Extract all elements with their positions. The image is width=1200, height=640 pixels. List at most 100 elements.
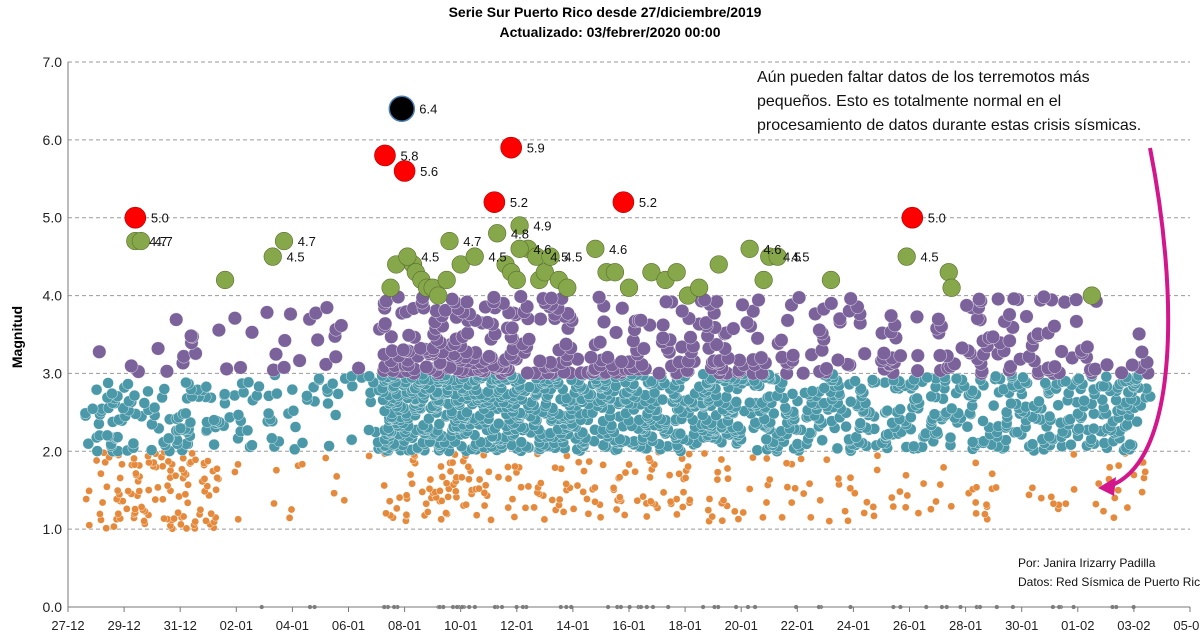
quake-point bbox=[218, 388, 231, 400]
quake-point bbox=[1043, 430, 1055, 443]
magnitude-label: 4.7 bbox=[155, 234, 173, 249]
labeled-quake-point bbox=[768, 247, 787, 266]
quake-point bbox=[438, 473, 447, 481]
quake-point bbox=[537, 479, 545, 487]
quake-point bbox=[1033, 395, 1045, 408]
x-tick-label: 04-01 bbox=[276, 618, 309, 633]
quake-point bbox=[203, 457, 212, 465]
magnitude-label: 4.5 bbox=[564, 250, 582, 265]
quake-point bbox=[719, 496, 728, 505]
quake-point bbox=[863, 498, 871, 507]
quake-point bbox=[480, 315, 495, 330]
quake-point bbox=[596, 513, 605, 522]
quake-point bbox=[382, 509, 390, 518]
quake-point bbox=[765, 475, 774, 484]
quake-point bbox=[988, 399, 1000, 412]
x-tick-label: 03-02 bbox=[1117, 618, 1150, 633]
quake-point bbox=[1069, 314, 1084, 329]
labeled-quake-point bbox=[440, 231, 459, 251]
quake-point bbox=[351, 361, 366, 376]
quake-point bbox=[884, 308, 899, 323]
quake-point bbox=[494, 473, 503, 481]
quake-point bbox=[242, 376, 255, 388]
large-quake-point bbox=[1082, 286, 1101, 305]
quake-point bbox=[232, 409, 245, 421]
x-tick-label: 10-01 bbox=[444, 618, 477, 633]
quake-point bbox=[1092, 500, 1100, 508]
quake-point bbox=[988, 469, 997, 478]
x-tick-label: 05-02 bbox=[1173, 618, 1200, 633]
large-quake-point bbox=[381, 278, 400, 297]
quake-point bbox=[423, 508, 432, 516]
quake-point bbox=[849, 375, 861, 387]
magnitude-label: 5.8 bbox=[400, 148, 418, 163]
quake-point bbox=[591, 483, 599, 492]
quake-point bbox=[524, 482, 533, 491]
quake-point bbox=[944, 431, 957, 444]
quake-point bbox=[482, 349, 497, 364]
quake-point bbox=[532, 354, 547, 369]
annotation-arrowhead bbox=[1098, 477, 1116, 496]
quake-point bbox=[740, 315, 755, 330]
quake-point bbox=[675, 469, 683, 478]
quake-point bbox=[86, 403, 99, 415]
quake-point bbox=[462, 500, 470, 509]
quake-point bbox=[1097, 380, 1110, 392]
quake-point bbox=[807, 513, 815, 522]
quake-point bbox=[717, 455, 726, 464]
magnitude-label: 4.6 bbox=[763, 242, 781, 257]
quake-point bbox=[322, 397, 334, 410]
quake-point bbox=[392, 504, 401, 513]
quake-point bbox=[318, 357, 333, 372]
quake-point bbox=[200, 381, 213, 393]
quake-point bbox=[396, 342, 411, 357]
quake-point bbox=[480, 489, 489, 497]
quake-point bbox=[321, 454, 330, 462]
magnitude-label: 4.5 bbox=[550, 250, 568, 265]
y-tick-label: 6.0 bbox=[43, 132, 63, 148]
quake-point bbox=[118, 460, 126, 469]
x-tick-label: 24-01 bbox=[837, 618, 870, 633]
quake-point bbox=[674, 428, 686, 440]
quake-point bbox=[437, 462, 445, 471]
quake-point bbox=[465, 475, 473, 484]
quake-point bbox=[760, 433, 772, 445]
quake-point bbox=[1070, 450, 1078, 459]
large-quake-point bbox=[619, 278, 639, 297]
quake-point bbox=[655, 330, 670, 345]
quake-point bbox=[562, 480, 571, 488]
quake-point bbox=[555, 495, 564, 504]
quake-point bbox=[933, 348, 948, 363]
x-tick-label: 26-01 bbox=[893, 618, 926, 633]
quake-point bbox=[182, 524, 191, 533]
quake-point bbox=[277, 333, 292, 348]
quake-point bbox=[301, 390, 313, 402]
quake-point bbox=[401, 328, 416, 343]
quake-point bbox=[992, 483, 1000, 492]
quake-point bbox=[521, 503, 530, 512]
quake-point bbox=[1123, 503, 1132, 512]
quake-point bbox=[176, 349, 191, 364]
quake-point bbox=[946, 402, 958, 415]
labeled-quake-point bbox=[510, 239, 529, 258]
quake-point bbox=[597, 314, 612, 329]
quake-point bbox=[395, 493, 404, 502]
quake-point bbox=[480, 501, 489, 510]
quake-point bbox=[749, 453, 757, 462]
quake-point bbox=[616, 493, 624, 502]
quake-point bbox=[573, 481, 582, 490]
y-tick-label: 2.0 bbox=[43, 443, 63, 459]
quake-point bbox=[633, 496, 642, 505]
quake-point bbox=[1078, 395, 1090, 407]
quake-point bbox=[425, 484, 434, 493]
quake-point bbox=[931, 312, 946, 327]
annotation-arrow bbox=[1109, 147, 1171, 488]
x-tick-label: 18-01 bbox=[668, 618, 701, 633]
quake-point bbox=[1073, 423, 1085, 435]
quake-point bbox=[652, 366, 667, 381]
magnitude-label: 4.8 bbox=[511, 226, 529, 241]
quake-point bbox=[241, 424, 254, 437]
quake-point bbox=[1002, 307, 1017, 322]
quake-point bbox=[287, 505, 296, 514]
quake-point bbox=[791, 484, 799, 493]
